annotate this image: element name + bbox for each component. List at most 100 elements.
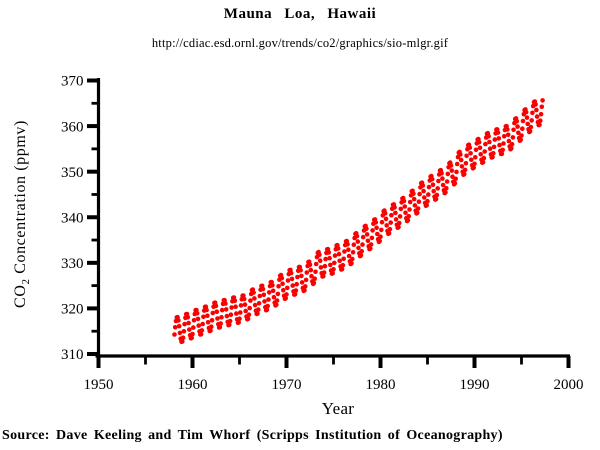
- data-point: [421, 188, 426, 194]
- data-point: [238, 303, 244, 308]
- data-point: [276, 284, 281, 289]
- data-point: [364, 232, 370, 237]
- data-point: [415, 210, 420, 215]
- data-point: [190, 331, 195, 337]
- data-point: [497, 142, 502, 148]
- data-point: [534, 107, 539, 113]
- data-point: [520, 118, 526, 124]
- data-point: [515, 124, 520, 129]
- data-point: [393, 210, 398, 216]
- data-point: [477, 145, 483, 151]
- data-point: [322, 263, 328, 269]
- data-point: [496, 136, 502, 141]
- x-tick-label: 1960: [178, 377, 208, 393]
- data-point: [251, 290, 256, 295]
- data-point: [490, 154, 495, 160]
- data-point: [448, 163, 454, 168]
- data-point: [248, 298, 253, 303]
- data-point: [262, 299, 267, 304]
- data-point: [336, 251, 342, 257]
- data-point: [346, 253, 352, 259]
- data-point: [274, 302, 279, 308]
- data-point: [499, 151, 505, 156]
- data-point: [245, 316, 251, 322]
- data-point: [255, 311, 260, 316]
- data-point: [519, 133, 524, 138]
- data-point: [182, 321, 187, 327]
- data-point: [317, 252, 322, 258]
- data-point: [510, 135, 516, 140]
- data-point: [406, 213, 412, 219]
- data-point: [356, 245, 361, 251]
- data-point: [402, 204, 408, 209]
- data-point: [228, 312, 234, 318]
- y-axis-label: CO2 Concentration (ppmv): [12, 120, 33, 308]
- data-point: [462, 167, 468, 173]
- data-point: [266, 297, 271, 302]
- data-point: [205, 320, 211, 325]
- data-point: [454, 161, 460, 167]
- data-point: [321, 270, 327, 275]
- data-point: [445, 171, 451, 177]
- data-point: [538, 118, 543, 123]
- data-point: [242, 302, 248, 307]
- data-point: [271, 294, 277, 300]
- x-tick-label: 2000: [554, 377, 584, 393]
- data-point: [354, 233, 360, 239]
- data-point: [397, 214, 403, 219]
- data-point: [313, 269, 318, 275]
- data-point: [185, 315, 191, 320]
- data-point: [533, 102, 538, 107]
- data-point: [434, 192, 440, 198]
- data-point: [426, 184, 432, 190]
- data-point: [264, 307, 270, 313]
- data-point: [481, 155, 487, 161]
- data-point: [342, 249, 347, 254]
- data-point: [534, 114, 540, 119]
- data-point: [495, 130, 501, 135]
- data-point: [327, 255, 332, 261]
- y-axis-label-prefix: CO: [12, 284, 29, 308]
- data-point: [454, 169, 459, 175]
- data-point: [332, 253, 338, 258]
- data-point: [321, 273, 326, 279]
- data-point: [198, 331, 204, 337]
- data-point: [388, 220, 394, 225]
- data-point: [233, 304, 238, 310]
- data-point: [218, 321, 223, 326]
- x-axis-label: Year: [321, 399, 355, 418]
- data-point: [486, 134, 491, 139]
- data-point: [281, 287, 286, 293]
- y-axis-label-subscript: 2: [20, 278, 33, 285]
- data-point: [256, 301, 262, 306]
- data-point: [209, 324, 214, 330]
- data-point: [525, 121, 530, 127]
- data-point: [227, 318, 233, 324]
- data-point: [398, 206, 404, 212]
- data-point: [200, 321, 205, 327]
- data-point: [191, 318, 197, 323]
- data-point: [210, 310, 216, 316]
- data-point: [407, 199, 413, 205]
- data-point: [422, 195, 427, 200]
- data-point: [529, 118, 534, 123]
- x-axis-ticks: 1950 1960 1970 1980 1990 2000: [84, 356, 584, 393]
- data-point: [370, 228, 375, 233]
- data-point: [298, 268, 303, 273]
- data-point: [467, 145, 473, 150]
- data-point: [189, 335, 194, 341]
- data-point: [500, 147, 506, 153]
- data-point: [237, 316, 242, 322]
- data-point: [180, 335, 186, 341]
- data-point: [346, 247, 351, 252]
- data-point: [238, 310, 243, 315]
- data-point: [246, 312, 252, 318]
- data-point: [415, 206, 421, 211]
- data-point: [279, 275, 285, 281]
- data-point: [317, 258, 323, 264]
- data-point: [462, 171, 467, 177]
- data-point: [280, 281, 285, 287]
- data-point: [471, 165, 477, 171]
- data-point: [270, 283, 275, 288]
